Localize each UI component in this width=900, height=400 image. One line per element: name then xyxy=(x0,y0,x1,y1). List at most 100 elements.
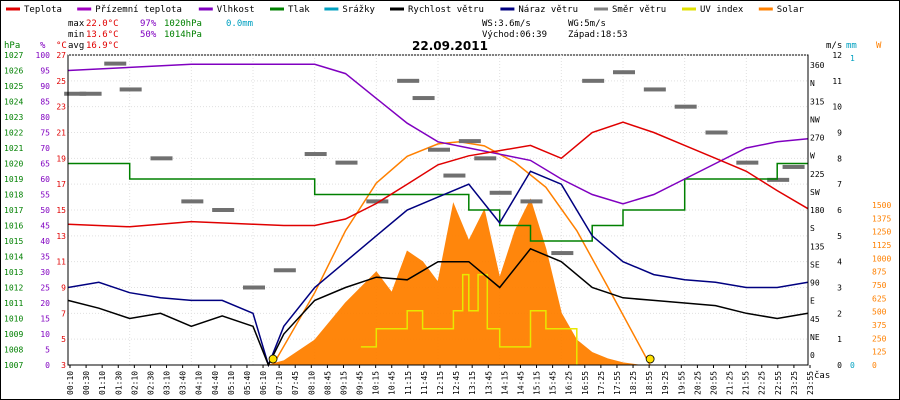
stat-min-label: min xyxy=(68,30,84,40)
tick-ms-10: 2 xyxy=(837,309,842,318)
series-humidity xyxy=(67,63,809,205)
series-wind xyxy=(67,247,809,367)
info-sunset: Západ:18:53 xyxy=(568,30,628,40)
tick-w-2: 1250 xyxy=(872,228,891,237)
wind-dir-mark-15 xyxy=(443,173,466,178)
tick-w-10: 250 xyxy=(872,334,887,343)
tick-pct-28: 30 xyxy=(40,268,50,277)
tick-hpa-2: 1025 xyxy=(4,82,23,91)
tick-x-23: 12:15 xyxy=(436,371,445,395)
tick-x-22: 11:45 xyxy=(420,371,429,395)
tick-pct-26: 35 xyxy=(40,253,50,262)
tick-hpa-10: 1017 xyxy=(4,206,23,215)
tick-x-45: 23:25 xyxy=(790,371,799,395)
stat-avg-temp: 16.9°C xyxy=(86,41,119,51)
wind-dir-mark-11 xyxy=(366,199,389,204)
tick-pct-40: 0 xyxy=(45,361,50,370)
sunset-marker xyxy=(645,354,655,364)
tick-x-6: 03:10 xyxy=(163,371,172,395)
tick-w-4: 1000 xyxy=(872,254,891,263)
tick-hpa-3: 1024 xyxy=(4,98,23,107)
tick-ms-3: 9 xyxy=(837,129,842,138)
tick-x-9: 04:40 xyxy=(211,371,220,395)
tick-x-18: 09:45 xyxy=(356,371,365,395)
axes: 1027102610251024102310221021102010191018… xyxy=(4,51,891,395)
tick-pct-34: 15 xyxy=(40,315,50,324)
tick-ms-4: 8 xyxy=(837,154,842,163)
tick-hpa-7: 1020 xyxy=(4,160,23,169)
tick-x-37: 19:25 xyxy=(661,371,670,395)
tick-degc-5: 17 xyxy=(56,180,66,189)
legend-label-8: UV index xyxy=(700,5,744,15)
tick-x-42: 21:55 xyxy=(742,371,751,395)
tick-degc-1: 25 xyxy=(56,77,66,86)
tick-w-8: 500 xyxy=(872,308,887,317)
tick-w-1: 1375 xyxy=(872,214,891,223)
stat-max-label: max xyxy=(68,19,85,29)
axis-unit-mm: mm xyxy=(846,41,857,51)
wind-dir-mark-13 xyxy=(412,96,435,101)
tick-ms-11: 1 xyxy=(837,335,842,344)
tick-ms-1: 11 xyxy=(832,77,842,86)
axis-unit-pct: % xyxy=(40,41,46,51)
wind-dir-mark-28 xyxy=(782,164,805,169)
wind-dir-mark-1 xyxy=(79,91,102,96)
stat-max-pressure: 1020hPa xyxy=(164,19,202,29)
tick-x-39: 20:25 xyxy=(693,371,702,395)
tick-pct-8: 80 xyxy=(40,113,50,122)
tick-x-5: 02:30 xyxy=(146,371,155,395)
tick-x-38: 19:55 xyxy=(677,371,686,395)
wind-dir-mark-16 xyxy=(458,139,481,144)
tick-pct-38: 5 xyxy=(45,346,50,355)
tick-dir-8: 180 xyxy=(810,206,825,215)
tick-pct-16: 60 xyxy=(40,175,50,184)
tick-x-46: 23:55 xyxy=(806,371,815,395)
tick-dir-2: 315 xyxy=(810,97,825,106)
tick-pct-30: 25 xyxy=(40,284,50,293)
wind-dir-mark-9 xyxy=(304,152,327,157)
tick-dir-15: NE xyxy=(810,333,820,342)
series-temperature xyxy=(67,121,809,228)
axis-unit-degc: °C xyxy=(56,41,67,51)
wind-dir-mark-4 xyxy=(150,156,173,161)
tick-x-25: 13:15 xyxy=(468,371,477,395)
tick-pct-24: 40 xyxy=(40,237,50,246)
sunrise-marker xyxy=(268,354,278,364)
tick-pct-4: 90 xyxy=(40,82,50,91)
tick-hpa-4: 1023 xyxy=(4,113,23,122)
tick-pct-10: 75 xyxy=(40,129,50,138)
tick-degc-12: 3 xyxy=(61,361,66,370)
tick-pct-2: 95 xyxy=(40,67,50,76)
tick-degc-0: 27 xyxy=(56,51,66,60)
tick-dir-7: SW xyxy=(810,188,820,197)
tick-ms-6: 6 xyxy=(837,206,842,215)
wind-dir-mark-27 xyxy=(767,177,790,182)
tick-x-27: 14:15 xyxy=(500,371,509,395)
series-uv-index xyxy=(360,273,578,365)
axis-unit-hpa: hPa xyxy=(4,41,20,51)
tick-w-0: 1500 xyxy=(872,201,891,210)
axis-unit-w: W xyxy=(876,41,882,51)
tick-ms-2: 10 xyxy=(832,103,842,112)
legend-label-6: Náraz větru xyxy=(518,5,578,15)
tick-mm-0: 1 xyxy=(850,54,855,63)
tick-x-11: 05:40 xyxy=(243,371,252,395)
legend-label-5: Rychlost větru xyxy=(408,5,484,15)
tick-hpa-11: 1016 xyxy=(4,222,23,231)
tick-w-6: 750 xyxy=(872,281,887,290)
tick-hpa-18: 1009 xyxy=(4,330,23,339)
tick-hpa-12: 1015 xyxy=(4,237,23,246)
wind-dir-mark-0 xyxy=(64,91,87,96)
tick-hpa-6: 1021 xyxy=(4,144,23,153)
tick-pct-18: 55 xyxy=(40,191,50,200)
tick-x-20: 10:45 xyxy=(388,371,397,395)
tick-hpa-17: 1010 xyxy=(4,315,23,324)
tick-ms-7: 5 xyxy=(837,232,842,241)
x-axis-label: čas xyxy=(814,370,830,381)
tick-ms-5: 7 xyxy=(837,180,842,189)
wind-dir-mark-18 xyxy=(489,190,512,195)
tick-dir-5: W xyxy=(810,152,815,161)
axis-unit-ms: m/s xyxy=(826,41,842,51)
tick-ms-12: 0 xyxy=(837,361,842,370)
